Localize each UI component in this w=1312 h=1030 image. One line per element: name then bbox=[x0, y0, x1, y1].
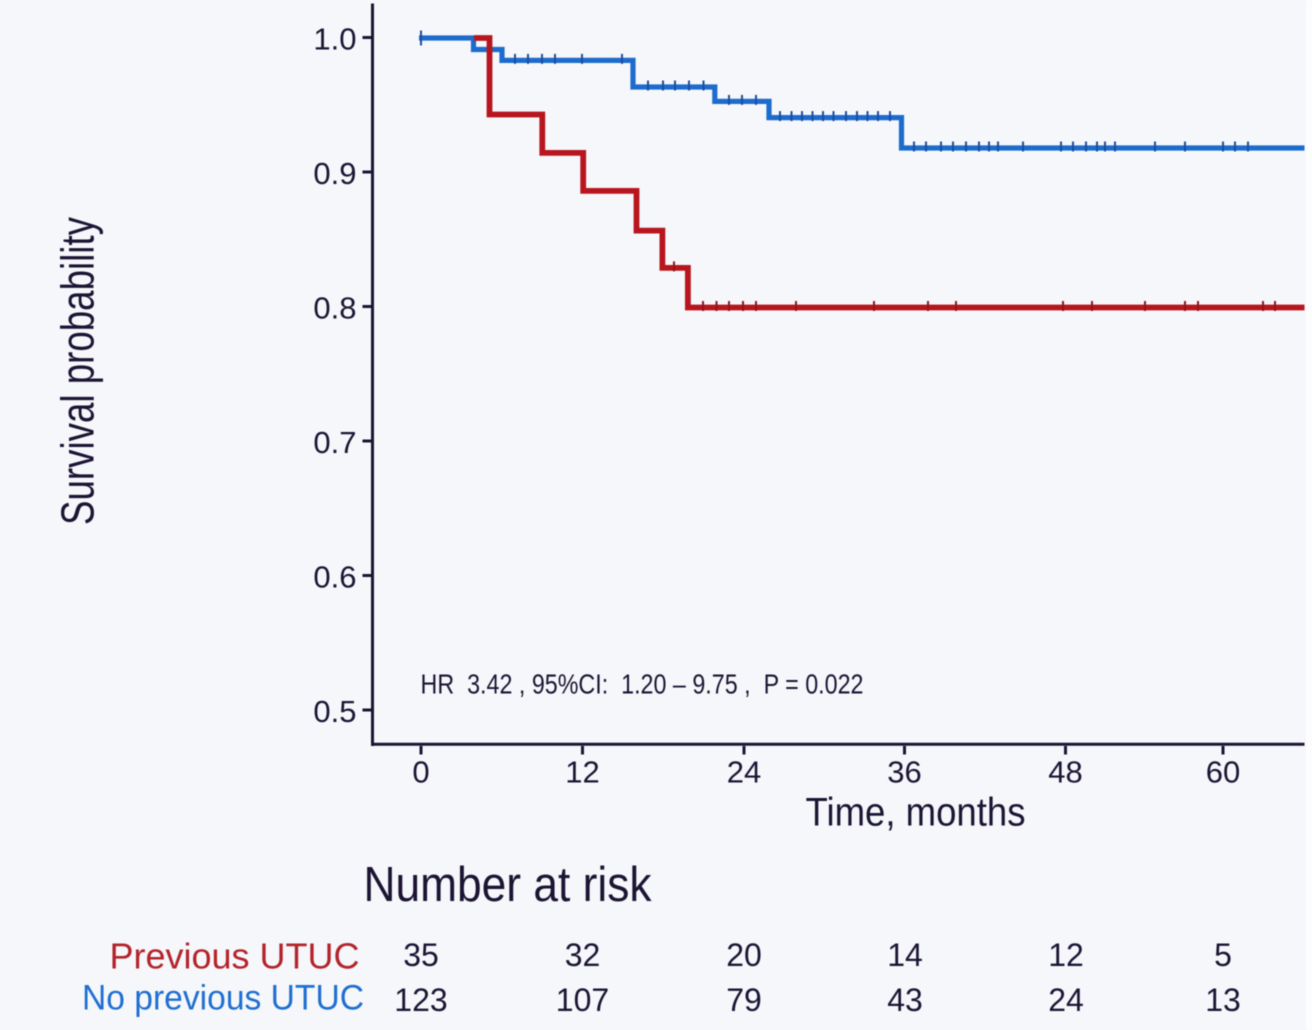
svg-text:0: 0 bbox=[412, 755, 429, 790]
svg-text:43: 43 bbox=[887, 982, 923, 1018]
svg-text:1.0: 1.0 bbox=[313, 22, 356, 57]
svg-text:5: 5 bbox=[1214, 937, 1232, 973]
svg-text:0.7: 0.7 bbox=[313, 425, 356, 460]
svg-text:123: 123 bbox=[394, 982, 447, 1018]
svg-text:36: 36 bbox=[887, 755, 921, 790]
svg-text:0.9: 0.9 bbox=[313, 156, 356, 191]
svg-text:48: 48 bbox=[1048, 755, 1082, 790]
svg-text:35: 35 bbox=[403, 937, 439, 973]
svg-text:Time, months: Time, months bbox=[806, 791, 1026, 835]
svg-text:79: 79 bbox=[726, 982, 762, 1018]
svg-text:Survival probability: Survival probability bbox=[52, 217, 104, 525]
svg-text:107: 107 bbox=[556, 982, 609, 1018]
svg-text:12: 12 bbox=[565, 755, 599, 790]
svg-text:0.5: 0.5 bbox=[313, 694, 356, 729]
svg-text:24: 24 bbox=[1048, 982, 1084, 1018]
svg-text:0.8: 0.8 bbox=[313, 291, 356, 326]
svg-text:0.6: 0.6 bbox=[313, 560, 356, 595]
svg-text:24: 24 bbox=[727, 755, 761, 790]
svg-text:60: 60 bbox=[1206, 755, 1240, 790]
svg-text:32: 32 bbox=[565, 937, 601, 973]
svg-text:13: 13 bbox=[1205, 982, 1241, 1018]
svg-text:14: 14 bbox=[887, 937, 923, 973]
svg-text:12: 12 bbox=[1048, 937, 1084, 973]
svg-text:20: 20 bbox=[726, 937, 762, 973]
svg-text:Number at risk: Number at risk bbox=[364, 858, 652, 912]
svg-text:Previous UTUC: Previous UTUC bbox=[109, 935, 359, 976]
svg-text:HR 3.42 , 95%CI: 1.20 – 9.75: HR 3.42 , 95%CI: 1.20 – 9.75 , P = 0.022 bbox=[421, 669, 864, 700]
svg-text:No previous UTUC: No previous UTUC bbox=[82, 978, 364, 1018]
